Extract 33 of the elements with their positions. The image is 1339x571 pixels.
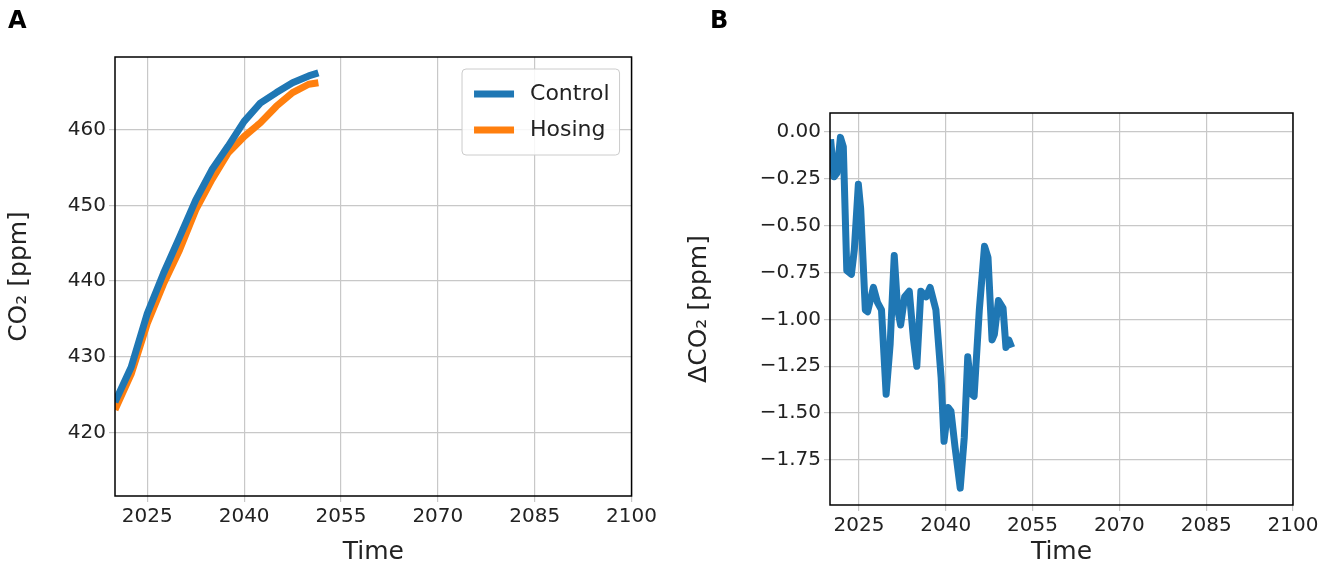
legend-label: Control [530, 79, 610, 105]
x-tick-label: 2055 [315, 503, 367, 528]
x-tick-label: 2070 [1093, 512, 1145, 537]
x-tick-label: 2040 [920, 512, 972, 537]
y-tick-label: −0.75 [759, 258, 821, 283]
x-tick-label: 2100 [606, 503, 657, 528]
x-tick-label: 2025 [121, 503, 173, 528]
y-tick-label: −0.25 [759, 164, 821, 189]
y-tick-label: −1.25 [759, 352, 821, 377]
y-tick-label: −1.75 [759, 446, 821, 471]
y-tick-label: −0.50 [759, 211, 821, 236]
x-tick-label: 2055 [1007, 512, 1059, 537]
x-tick-label: 2070 [412, 503, 464, 528]
y-tick-label: 0.00 [776, 117, 821, 142]
y-tick-label: −1.00 [759, 305, 821, 330]
x-axis-title: Time [1029, 535, 1093, 565]
legend-label: Hosing [530, 115, 606, 141]
chart-title: A [8, 6, 27, 35]
y-tick-label: 420 [67, 418, 106, 443]
chart-title: B [710, 6, 729, 35]
x-tick-label: 2085 [509, 503, 561, 528]
x-tick-label: 2025 [833, 512, 885, 537]
y-axis-title: CO₂ [ppm] [2, 211, 32, 342]
x-axis-title: Time [341, 535, 404, 565]
y-axis-title: ΔCO₂ [ppm] [682, 235, 712, 383]
x-tick-label: 2040 [218, 503, 270, 528]
y-tick-label: −1.50 [759, 399, 821, 424]
y-tick-label: 450 [67, 191, 106, 216]
y-tick-label: 440 [67, 267, 106, 292]
x-tick-label: 2085 [1180, 512, 1232, 537]
y-tick-label: 430 [67, 342, 106, 367]
x-tick-label: 2100 [1267, 512, 1319, 537]
y-tick-label: 460 [67, 115, 106, 140]
